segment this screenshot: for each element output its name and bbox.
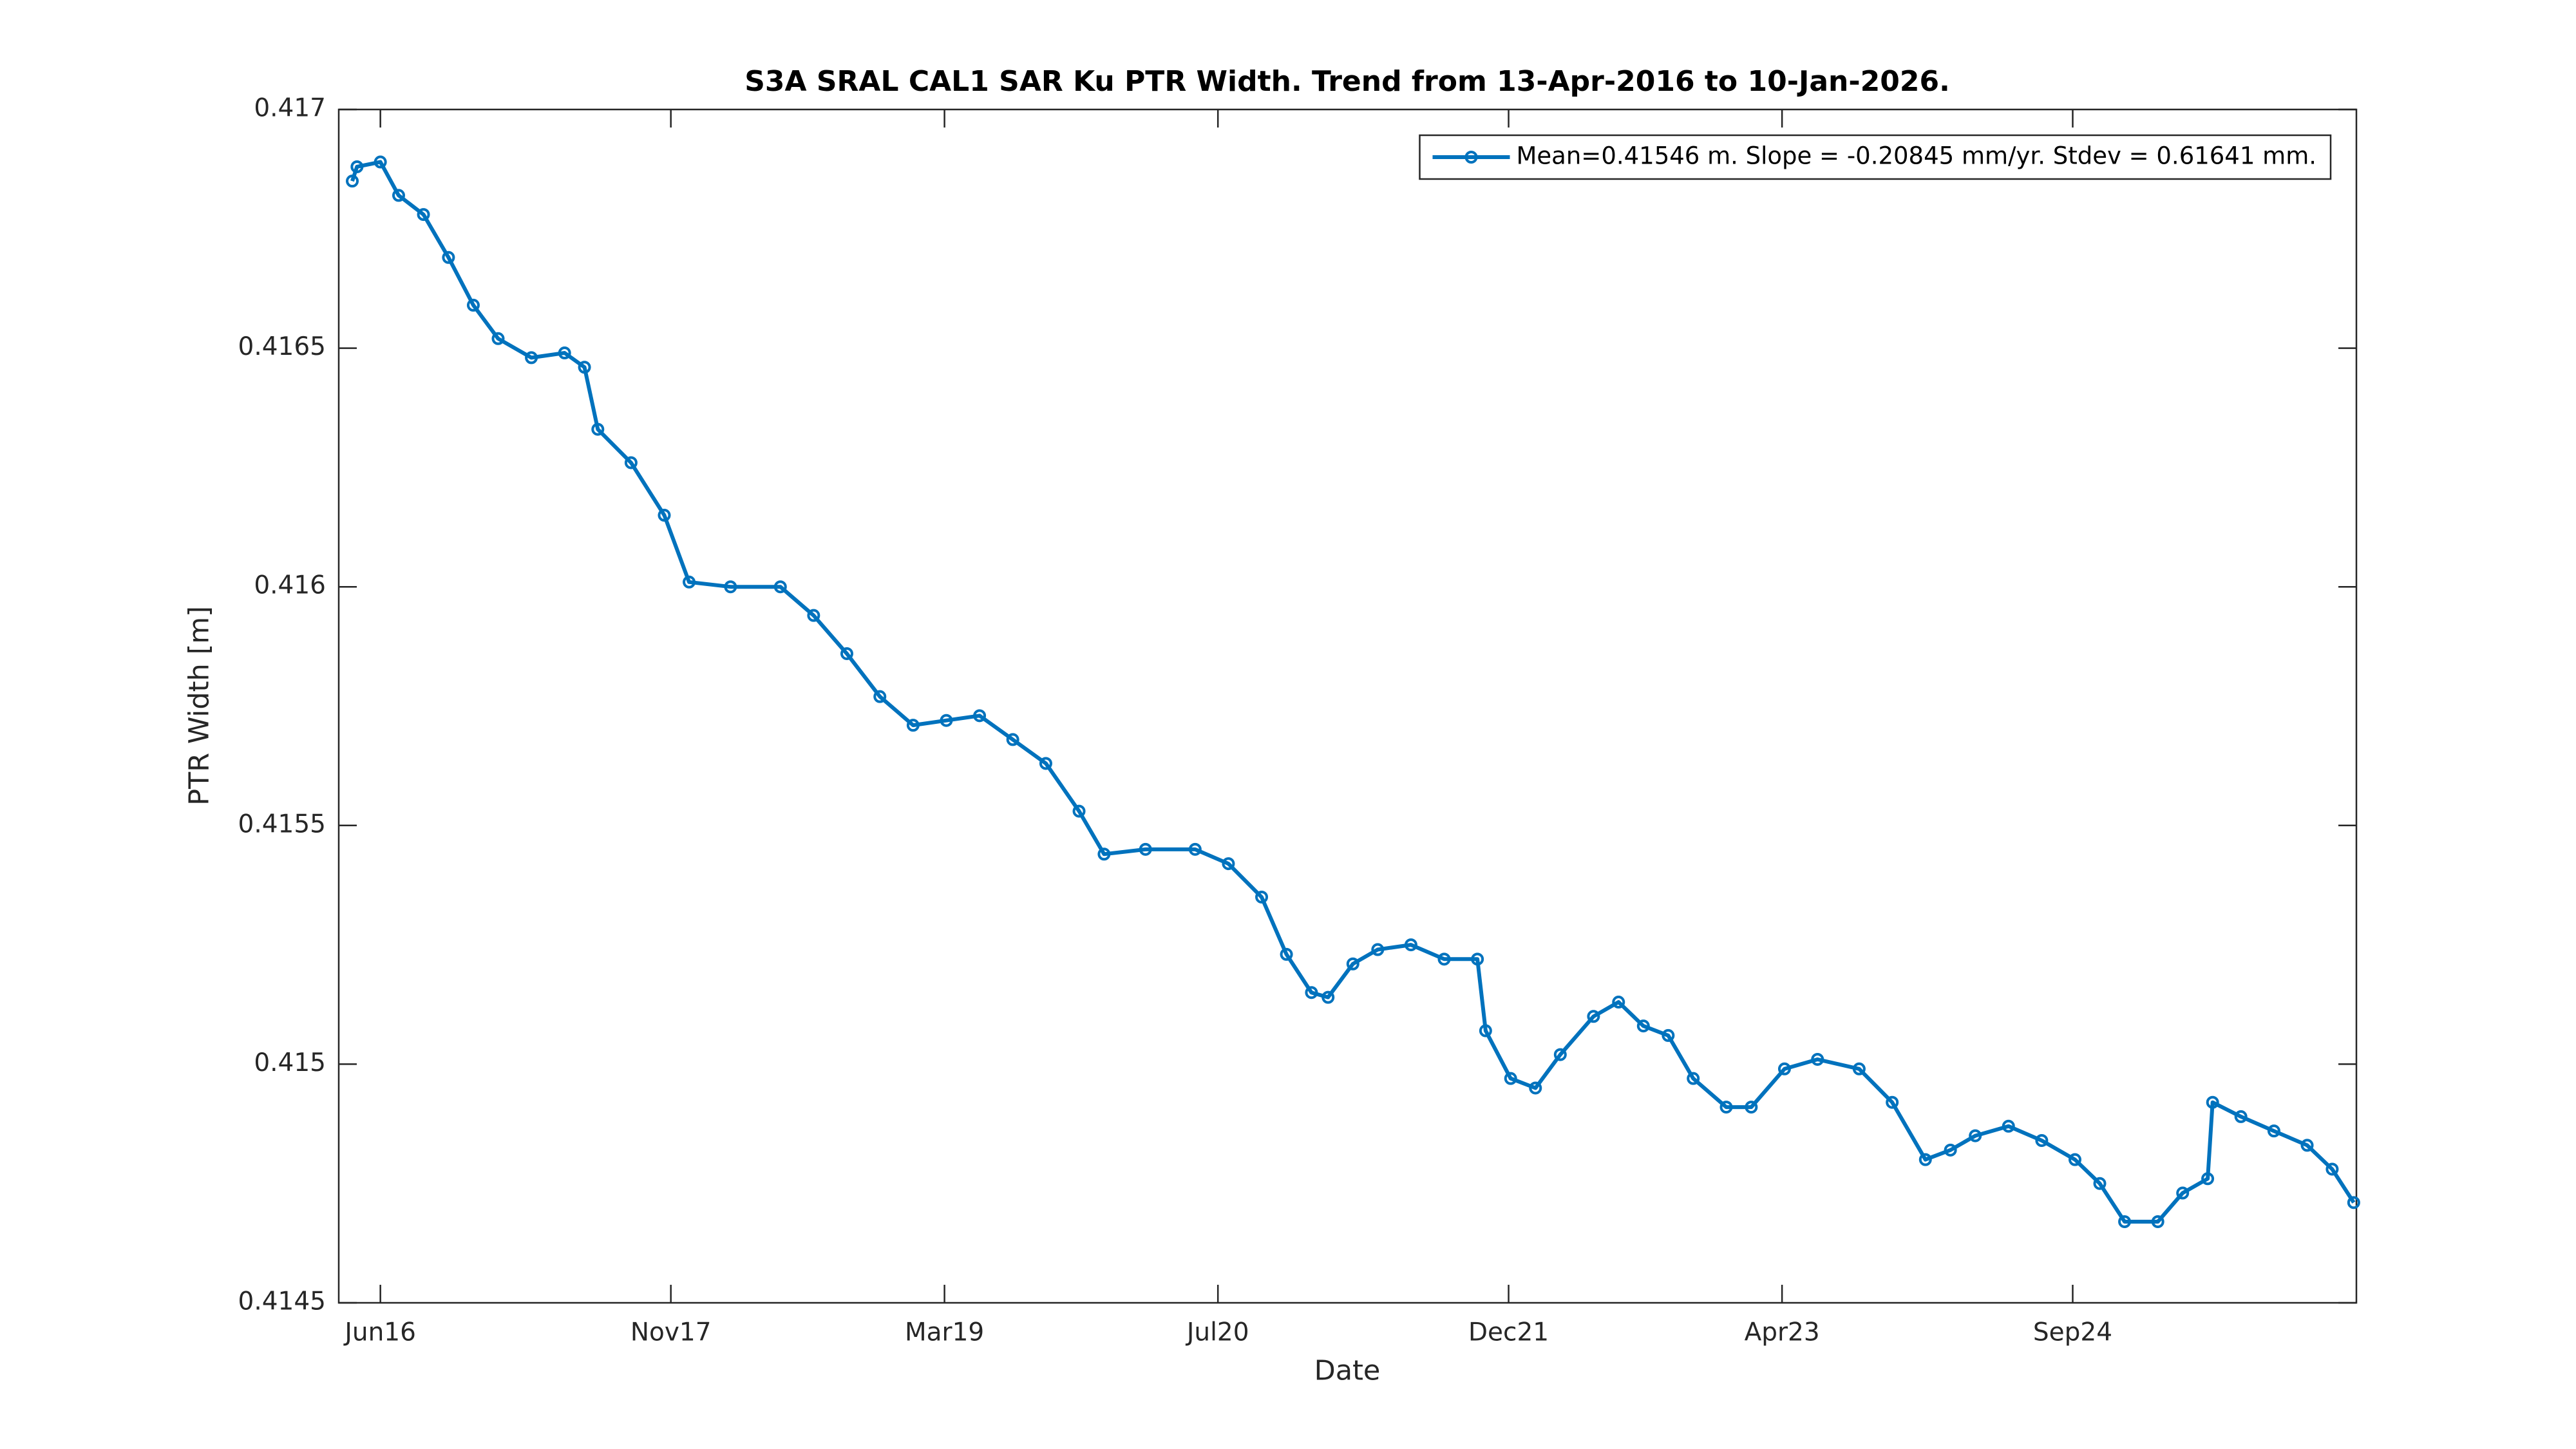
data-point [906,719,920,732]
y-tick-label: 0.415 [254,1048,326,1077]
data-point [442,251,455,264]
data-point [1944,1143,1957,1157]
data-point [1745,1101,1758,1114]
y-tick-label: 0.417 [254,94,326,123]
data-point [578,361,591,374]
y-tick-label: 0.416 [254,571,326,600]
data-point [1280,947,1293,961]
data-point [1437,952,1451,966]
data-point [1969,1129,1982,1142]
data-point [417,208,430,222]
data-point [1255,890,1269,904]
data-point [807,609,820,622]
data-point [2118,1215,2132,1228]
y-tick-label: 0.4155 [238,810,326,838]
y-tick-label: 0.4145 [238,1287,326,1316]
data-point [374,155,387,169]
data-point [2035,1133,2049,1147]
data-point [1188,842,1202,856]
data-point [1852,1062,1866,1075]
data-point [2267,1124,2280,1138]
data-point [1222,857,1235,871]
data-point [1039,757,1052,770]
data-point [2176,1186,2190,1200]
legend-text: Mean=0.41546 m. Slope = -0.20845 mm/yr. … [1517,142,2317,170]
data-point [2325,1162,2339,1176]
data-point [2201,1172,2215,1186]
data-point [2093,1177,2107,1190]
axes-frame [337,108,2358,1304]
x-tick-label: Sep24 [2033,1318,2112,1347]
data-point [683,575,696,589]
data-point [346,175,359,188]
data-point [1553,1048,1567,1061]
data-point [1471,952,1484,966]
data-point [1006,733,1019,746]
data-point [1139,842,1152,856]
data-point [1529,1081,1542,1095]
data-point [1811,1052,1824,1066]
data-point [1404,938,1417,952]
data-point [1777,1062,1791,1075]
x-tick-label: Jun16 [343,1318,416,1347]
data-point [1612,996,1625,1009]
plot-area [339,109,2356,1303]
x-tick-label: Dec21 [1468,1318,1549,1347]
x-tick-label: Mar19 [905,1318,984,1347]
data-point [658,509,671,522]
data-point [1636,1019,1650,1033]
data-point [1504,1072,1517,1085]
data-point [350,160,364,173]
data-point [2347,1196,2360,1209]
data-point [1371,943,1385,956]
data-point [2234,1110,2248,1123]
data-point [1662,1028,1675,1042]
data-point [491,332,505,345]
data-point [2002,1119,2015,1133]
data-point [873,690,887,703]
data-point [1072,804,1086,818]
data-point [1687,1072,1700,1085]
data-point [2151,1215,2164,1228]
data-point [1886,1095,1899,1109]
data-point [773,580,787,594]
data-point [2068,1153,2081,1166]
data-point [1587,1010,1600,1023]
data-point [1719,1101,1733,1114]
x-tick-label: Apr23 [1745,1318,1820,1347]
data-point [1305,986,1318,999]
legend-box [1419,134,2332,180]
data-point [466,298,480,312]
x-tick-label: Nov17 [630,1318,712,1347]
data-point [724,580,737,594]
legend: Mean=0.41546 m. Slope = -0.20845 mm/yr. … [1419,134,2332,180]
x-tick-label: Jul20 [1185,1318,1249,1347]
data-point [525,351,538,365]
data-point [840,647,853,660]
data-point [2300,1139,2314,1152]
data-point [624,456,638,469]
data-point [940,714,953,727]
y-tick-label: 0.4165 [238,332,326,361]
data-point [1097,848,1111,861]
data-point [558,346,571,360]
chart-title: S3A SRAL CAL1 SAR Ku PTR Width. Trend fr… [744,65,1950,98]
data-point [2206,1095,2219,1109]
data-point [1918,1153,1932,1166]
legend-marker [1464,151,1478,164]
data-point [392,189,406,202]
data-point [1479,1024,1492,1037]
y-axis-label: PTR Width [m] [184,606,216,806]
data-point [591,422,605,436]
data-point [1346,957,1359,971]
x-axis-label: Date [1314,1355,1381,1387]
data-point [1321,990,1335,1004]
data-line [350,160,2356,1224]
data-point [973,709,987,723]
